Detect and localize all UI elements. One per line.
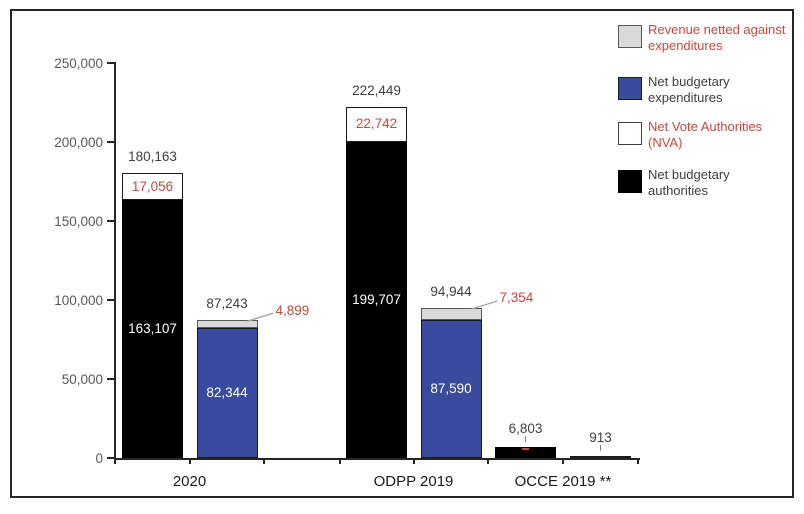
bar-segment	[196, 320, 258, 328]
y-tick-label: 100,000	[54, 292, 103, 308]
y-tick	[107, 62, 115, 64]
segment-value-label: 87,590	[430, 380, 472, 396]
segment-value-label: 22,742	[355, 116, 398, 132]
x-tick	[562, 459, 564, 464]
x-category-label: 2020	[172, 473, 207, 490]
y-tick-label: 0	[95, 450, 103, 466]
bar-segment	[420, 307, 482, 320]
bar-total-label: 222,449	[352, 82, 401, 98]
y-tick	[107, 299, 115, 301]
bar-segment	[346, 142, 407, 458]
x-tick	[413, 459, 415, 464]
bar-segment	[122, 200, 183, 458]
segment-value-label: 82,344	[206, 384, 248, 400]
bar-total-label: 94,944	[430, 283, 472, 299]
bar-segment	[495, 447, 556, 458]
bar-segment	[196, 327, 258, 458]
segment-value-label: 17,056	[131, 178, 174, 194]
x-tick	[114, 459, 116, 464]
bar-segment	[420, 319, 482, 458]
x-tick	[339, 459, 341, 464]
x-category-label: OCCE 2019 **	[514, 473, 612, 490]
tiny-red-mark	[522, 447, 529, 450]
x-tick	[487, 459, 489, 464]
y-axis	[114, 62, 116, 459]
y-tick-label: 150,000	[54, 213, 103, 229]
y-tick	[107, 378, 115, 380]
bar-segment	[570, 456, 631, 458]
x-axis	[114, 457, 640, 460]
segment-value-label: 163,107	[128, 321, 177, 337]
x-tick	[637, 459, 639, 464]
x-tick	[189, 459, 191, 464]
callout-value-label: 7,354	[499, 290, 534, 306]
segment-value-label: 199,707	[352, 292, 401, 308]
y-tick-label: 50,000	[61, 371, 103, 387]
y-tick-label: 200,000	[54, 134, 103, 150]
y-tick-label: 250,000	[54, 55, 103, 71]
y-tick	[107, 220, 115, 222]
callout-value-label: 4,899	[275, 302, 310, 318]
y-tick	[107, 457, 115, 459]
bar-segment	[122, 173, 183, 201]
y-tick	[107, 141, 115, 143]
bar-total-label: 913	[589, 430, 612, 445]
bar-total-label: 180,163	[128, 149, 177, 165]
bar-total-label: 6,803	[508, 421, 543, 437]
label-leader-tick	[525, 436, 526, 443]
bar-total-label: 87,243	[206, 296, 248, 312]
x-tick	[263, 459, 265, 464]
x-category-label: ODPP 2019	[373, 473, 454, 490]
label-leader-tick	[600, 445, 601, 451]
bar-segment	[346, 106, 407, 143]
